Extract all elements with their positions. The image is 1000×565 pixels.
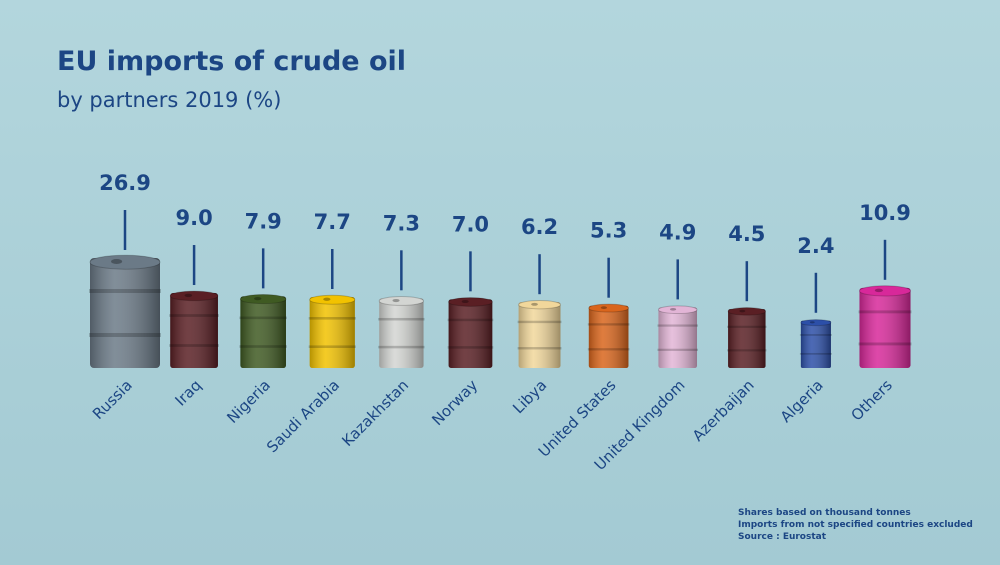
barrel-shade	[518, 302, 561, 368]
barrel-shade	[90, 258, 160, 368]
barrel-cap	[739, 309, 746, 313]
barrel-top	[858, 285, 912, 297]
barrel-rib	[169, 344, 219, 347]
barrel-shade	[588, 305, 629, 368]
barrel-cap	[323, 297, 331, 301]
value-label: 9.0	[175, 206, 212, 230]
barrel-top	[89, 254, 161, 270]
barrel-rib	[657, 324, 699, 327]
barrel-shade	[728, 309, 766, 368]
barrel-top	[169, 290, 219, 302]
value-label: 4.9	[659, 220, 696, 244]
barrel-top	[588, 303, 629, 313]
barrel-cap	[874, 288, 883, 293]
barrel-rib	[587, 323, 630, 326]
barrel-rib	[89, 289, 161, 293]
value-label: 6.2	[521, 215, 558, 239]
barrel-shade	[800, 320, 831, 368]
barrel-rib	[239, 345, 287, 348]
value-label: 26.9	[99, 171, 151, 195]
barrel-top	[309, 294, 356, 305]
note: Imports from not specified countries exc…	[738, 520, 973, 530]
barrel-cap	[531, 302, 538, 306]
barrel-shade	[448, 299, 493, 368]
barrel-rib	[727, 349, 767, 352]
value-label: 7.0	[452, 212, 489, 236]
barrel-cap	[111, 259, 123, 264]
barrel-rib	[378, 317, 425, 321]
barrel-rib	[89, 333, 161, 337]
barrel-rib	[799, 334, 832, 336]
value-label: 7.7	[314, 210, 351, 234]
barrel-cap	[600, 306, 608, 310]
barrel-rib	[308, 317, 356, 320]
barrel-rib	[308, 345, 356, 348]
barrel-rib	[517, 320, 562, 324]
barrel-rib	[447, 346, 494, 349]
barrel-top	[657, 305, 698, 315]
barrel-rib	[587, 348, 630, 351]
note: Shares based on thousand tonnes	[738, 508, 911, 518]
value-label: 2.4	[797, 234, 834, 258]
barrel-rib	[517, 347, 562, 350]
barrel-rib	[447, 318, 494, 322]
barrel-rib	[799, 352, 832, 355]
value-label: 4.5	[728, 222, 765, 246]
note: Source : Eurostat	[738, 532, 827, 542]
barrel-shade	[658, 307, 698, 368]
barrel-top	[448, 297, 493, 307]
barrel-top	[518, 300, 561, 310]
value-label: 7.3	[383, 211, 420, 235]
barrel-shade	[170, 293, 218, 368]
barrel-rib	[727, 325, 767, 328]
barrel-cap	[461, 299, 469, 304]
barrel-rib	[858, 342, 912, 346]
barrel-rib	[657, 348, 699, 351]
barrel-shade	[859, 287, 911, 368]
barrel-top	[727, 307, 767, 316]
value-label: 5.3	[590, 219, 627, 243]
barrel-cap	[392, 298, 400, 303]
barrel-top	[800, 319, 832, 327]
barrel-top	[239, 294, 287, 305]
value-label: 10.9	[859, 201, 911, 225]
barrel-shade	[240, 296, 286, 368]
barrel-rib	[239, 316, 287, 320]
barrel-top	[378, 296, 425, 306]
barrel-rib	[858, 310, 912, 314]
barrel-rib	[169, 314, 219, 317]
barrel-rib	[378, 345, 425, 349]
chart-title: EU imports of crude oil	[57, 46, 406, 77]
value-label: 7.9	[245, 209, 282, 233]
barrel-cap	[809, 321, 815, 324]
barrel-shade	[379, 298, 424, 368]
barrel-cap	[670, 307, 677, 311]
barrel-cap	[184, 293, 193, 298]
barrel-cap	[254, 297, 262, 301]
chart-subtitle: by partners 2019 (%)	[57, 88, 281, 112]
barrel-shade	[309, 297, 355, 368]
